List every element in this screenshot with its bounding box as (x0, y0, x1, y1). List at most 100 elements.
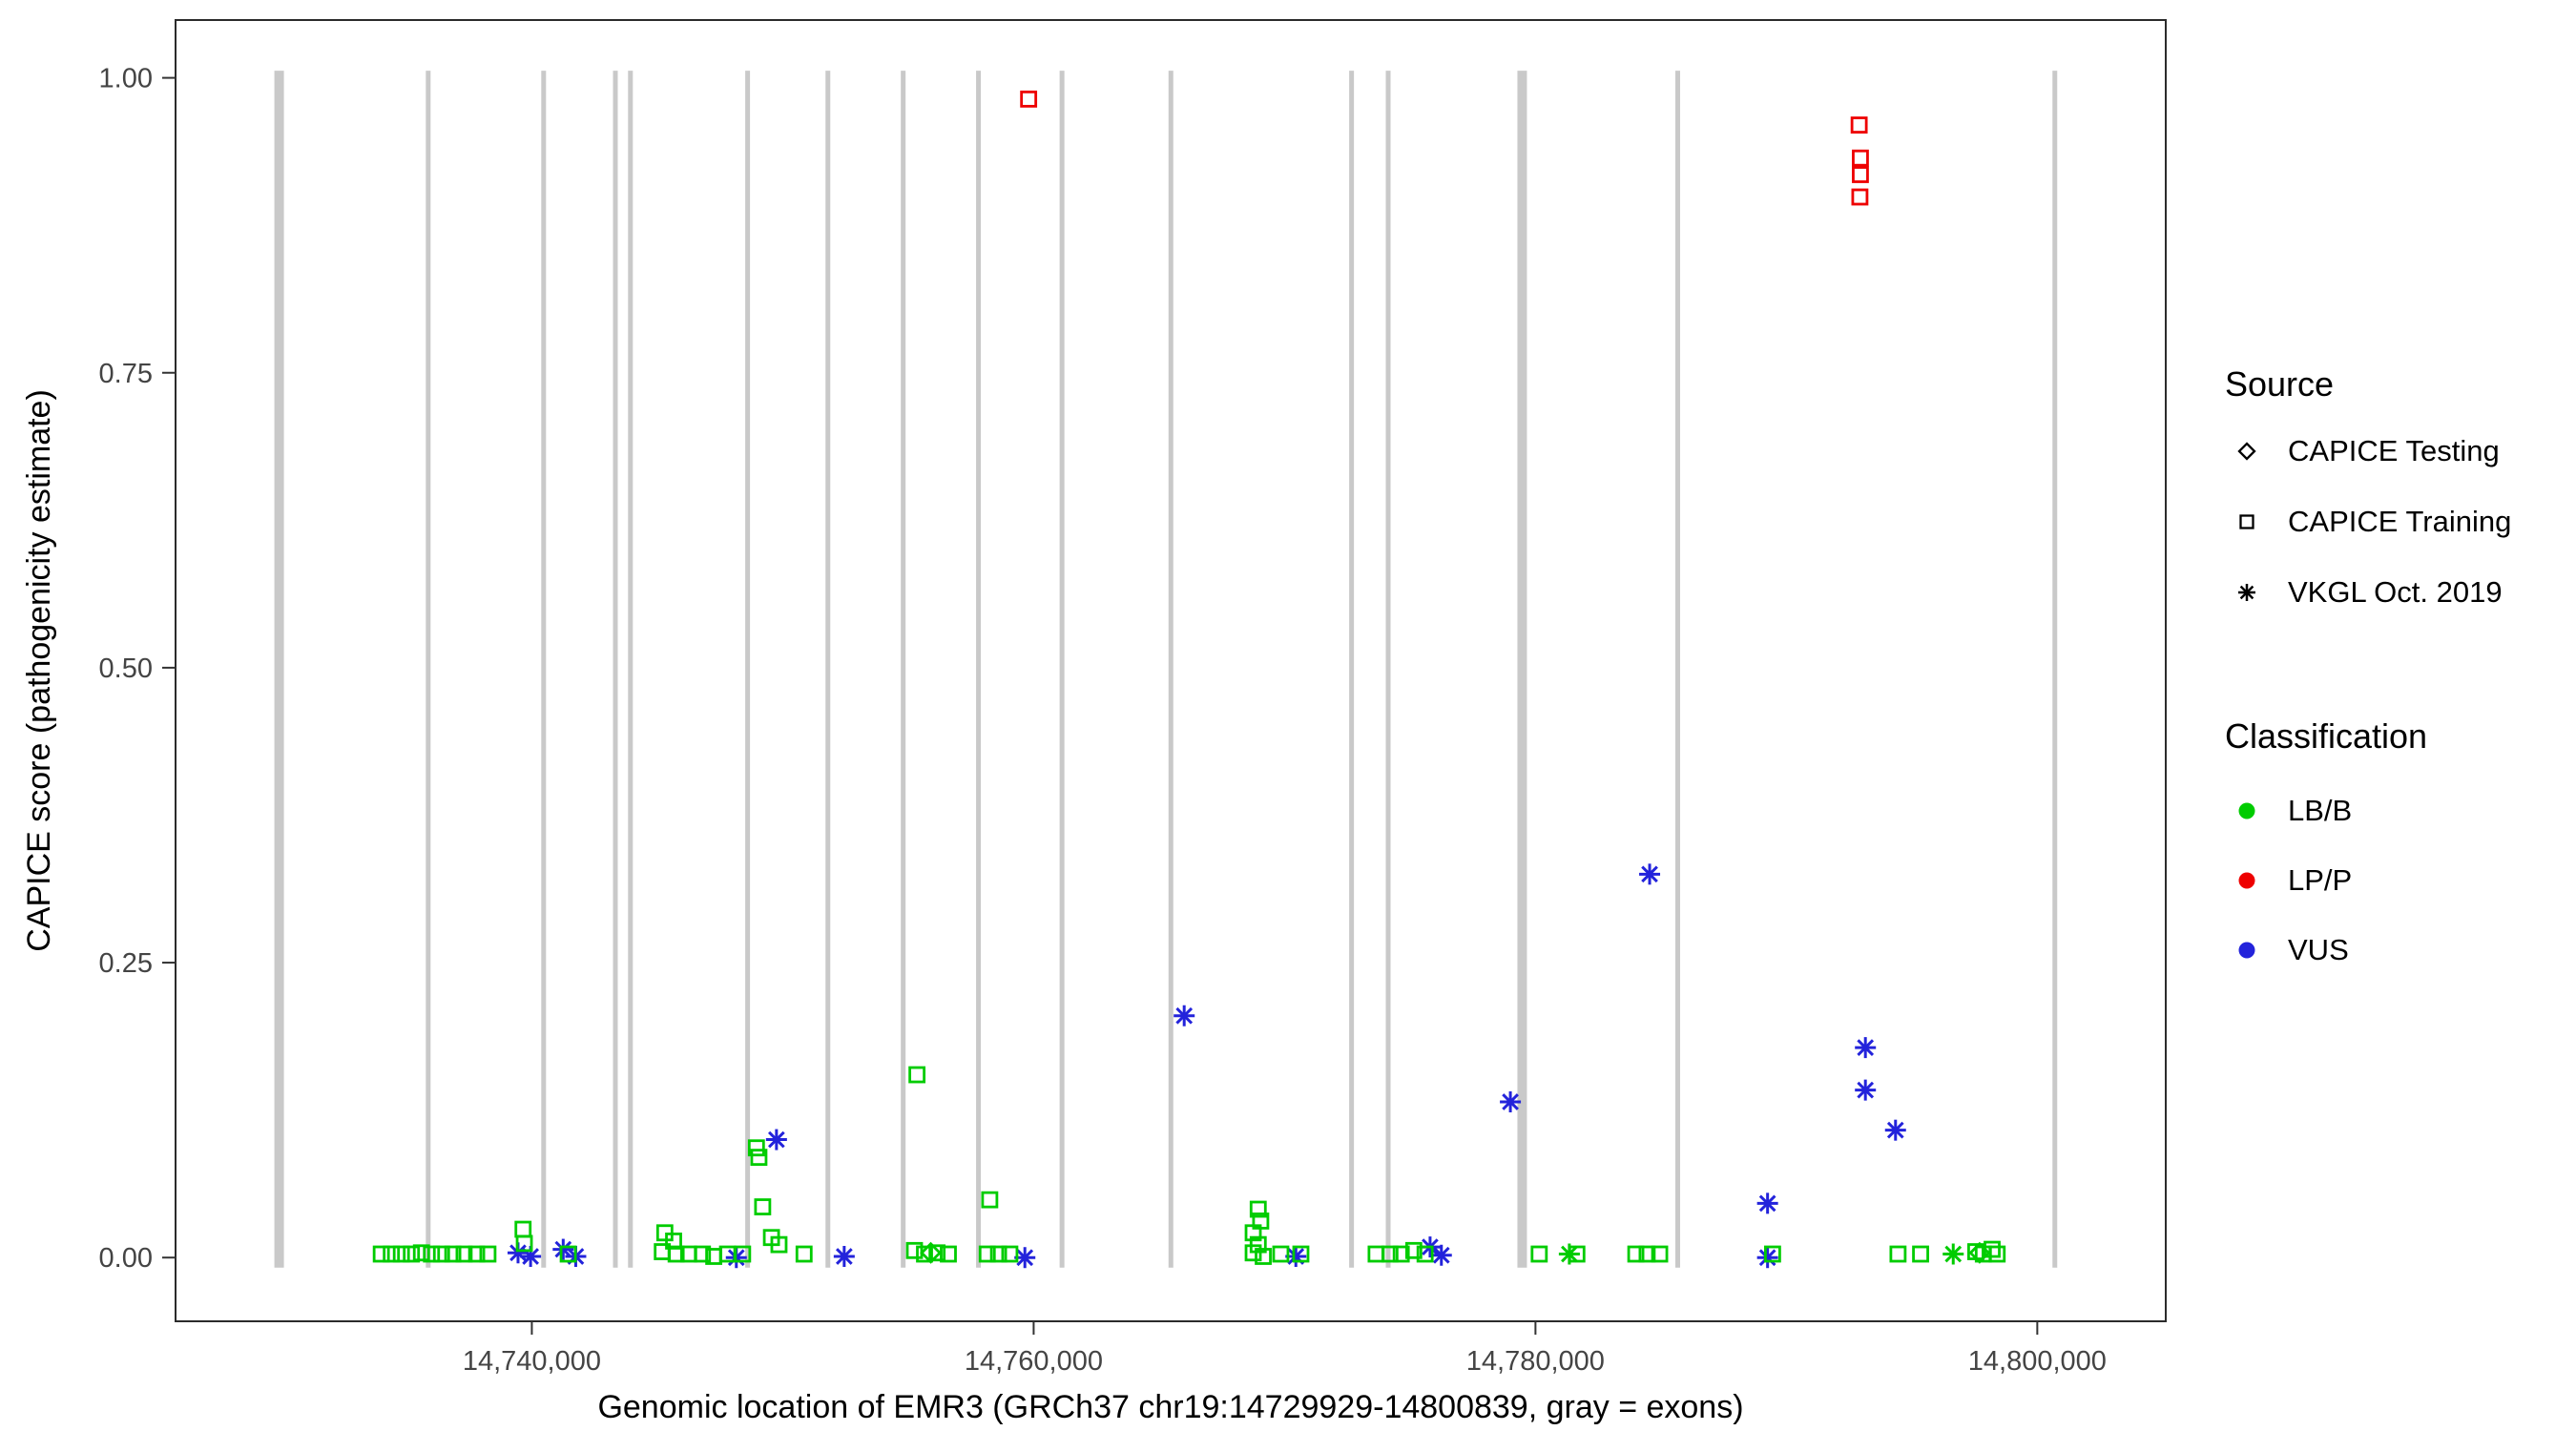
point-square (1568, 1245, 1586, 1263)
point-square (467, 1245, 486, 1263)
point-square (1392, 1245, 1410, 1263)
legend-classification-label: VUS (2288, 933, 2349, 966)
x-tick-label: 14,780,000 (1466, 1346, 1605, 1377)
point-square (981, 1191, 999, 1209)
x-tick-label: 14,760,000 (965, 1346, 1103, 1377)
legend: Source CAPICE Testing CAPICE Training VKGL… (2225, 364, 2511, 966)
legend-classification-title: Classification (2225, 716, 2427, 756)
x-axis-ticks: 14,740,000 14,760,000 14,780,000 14,800,000 (463, 1321, 2107, 1377)
point-asterisk (1639, 863, 1661, 885)
point-square (750, 1149, 768, 1167)
point-square (1988, 1245, 2006, 1263)
point-square (989, 1245, 1008, 1263)
legend-source-items: CAPICE Testing CAPICE Training VKGL Oct. 2… (2237, 434, 2511, 609)
point-diamond (920, 1241, 943, 1264)
point-square (1850, 116, 1868, 134)
y-tick-label: 1.00 (99, 64, 153, 94)
x-tick-label: 14,800,000 (1968, 1346, 2107, 1377)
point-asterisk (1855, 1079, 1877, 1101)
point-square (392, 1245, 410, 1263)
y-axis-title: CAPICE score (pathogenicity estimate) (21, 389, 57, 952)
point-square (905, 1241, 924, 1259)
x-axis-title: Genomic location of EMR3 (GRCh37 chr19:1… (597, 1389, 1743, 1425)
point-asterisk (1942, 1243, 1964, 1265)
point-asterisk (1500, 1090, 1522, 1112)
point-square (667, 1245, 685, 1263)
point-asterisk (1756, 1192, 1778, 1214)
point-square (770, 1235, 788, 1254)
point-square (1255, 1248, 1272, 1265)
point-asterisk (833, 1245, 855, 1267)
point-square (1001, 1245, 1019, 1263)
point-square (423, 1245, 441, 1263)
point-square (928, 1244, 946, 1262)
data-points (372, 90, 2006, 1269)
point-square (1852, 149, 1869, 167)
point-asterisk (1430, 1244, 1452, 1266)
y-axis-ticks: 0.00 0.25 0.50 0.75 1.00 (99, 64, 176, 1274)
point-square (1272, 1245, 1290, 1263)
legend-asterisk-icon (2238, 584, 2255, 601)
y-tick-label: 0.50 (99, 653, 153, 684)
point-square (1020, 90, 1038, 108)
point-square (403, 1245, 421, 1263)
point-square (455, 1245, 473, 1263)
exon-lines (274, 71, 2058, 1268)
point-square (1764, 1245, 1781, 1263)
point-square (432, 1245, 450, 1263)
legend-source-label: CAPICE Training (2288, 505, 2511, 538)
point-square (479, 1245, 497, 1263)
point-square (1851, 188, 1869, 206)
point-square (1416, 1245, 1434, 1263)
point-square (754, 1198, 772, 1215)
point-square (1638, 1245, 1656, 1263)
point-square (908, 1066, 926, 1084)
point-square (795, 1245, 813, 1263)
point-square (916, 1245, 933, 1263)
point-square (734, 1245, 752, 1263)
point-square (1244, 1224, 1262, 1242)
point-square (1651, 1245, 1669, 1263)
point-asterisk (765, 1129, 787, 1151)
point-square (559, 1245, 577, 1263)
point-diamond (1968, 1241, 1991, 1264)
point-square (412, 1244, 430, 1262)
y-tick-label: 0.75 (99, 359, 153, 389)
point-square (1244, 1244, 1262, 1262)
point-square (940, 1245, 957, 1263)
legend-color-dot (2238, 872, 2255, 889)
point-square (1627, 1245, 1645, 1263)
point-square (1852, 166, 1869, 183)
point-asterisk (1756, 1247, 1778, 1269)
point-asterisk (1884, 1119, 1906, 1141)
legend-color-dot (2238, 802, 2255, 819)
point-square (372, 1245, 390, 1263)
legend-color-dot (2238, 942, 2255, 959)
y-tick-label: 0.00 (99, 1243, 153, 1274)
point-square (1249, 1200, 1267, 1218)
point-asterisk (1855, 1037, 1877, 1059)
legend-classification-label: LB/B (2288, 794, 2352, 827)
legend-source-label: VKGL Oct. 2019 (2288, 575, 2503, 609)
legend-classification-items: LB/B LP/P VUS (2238, 794, 2352, 966)
x-tick-label: 14,740,000 (463, 1346, 601, 1377)
point-square (383, 1245, 401, 1263)
point-square (1912, 1245, 1929, 1263)
legend-square-icon (2239, 514, 2254, 529)
point-square (1530, 1245, 1548, 1263)
y-tick-label: 0.25 (99, 948, 153, 979)
legend-classification-label: LP/P (2288, 863, 2352, 897)
point-square (747, 1139, 765, 1157)
point-asterisk (1174, 1005, 1195, 1027)
point-square (1381, 1245, 1399, 1263)
point-square (1404, 1241, 1423, 1259)
point-square (1292, 1245, 1310, 1263)
legend-source-label: CAPICE Testing (2288, 434, 2500, 467)
point-square (694, 1245, 712, 1263)
point-square (444, 1245, 462, 1263)
point-square (515, 1234, 533, 1253)
legend-source-title: Source (2225, 364, 2334, 404)
point-square (978, 1245, 996, 1263)
